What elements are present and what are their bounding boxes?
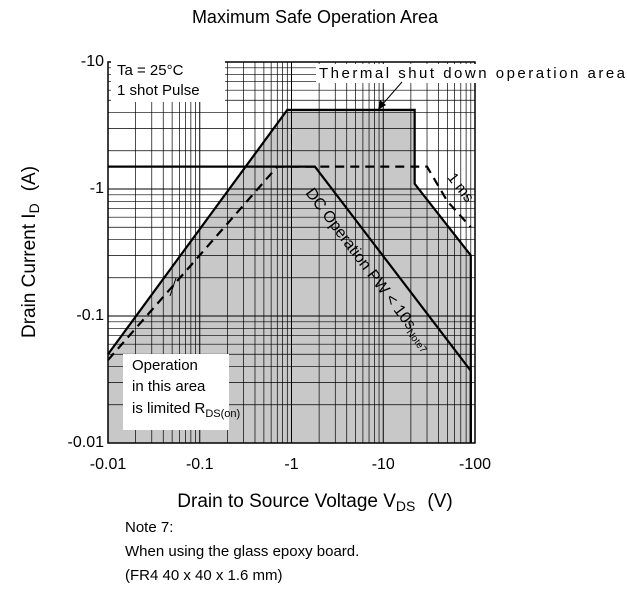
- annotation: Thermal shut down operation area: [319, 65, 626, 82]
- annotation-box: [316, 64, 627, 83]
- annotation: 1 shot Pulse: [117, 82, 200, 99]
- y-tick-label: -10: [81, 53, 104, 70]
- arrow: [380, 81, 403, 107]
- note: When using the glass epoxy board.: [125, 543, 359, 560]
- y-tick-label: -0.01: [68, 434, 105, 451]
- x-label-text: Drain to Source Voltage V: [177, 491, 396, 512]
- annotation-box: [111, 60, 225, 102]
- annotation: Operation: [132, 357, 198, 374]
- annotation: in this area: [132, 378, 206, 395]
- y-axis-label: Drain Current ID (A): [19, 166, 42, 338]
- x-tick-label: -0.1: [186, 456, 214, 473]
- annotation: is limited RDS(on): [132, 400, 240, 420]
- series-line: [108, 165, 472, 443]
- chart-title: Maximum Safe Operation Area: [192, 7, 439, 27]
- x-tick-label: -1: [284, 456, 298, 473]
- x-tick-label: -0.01: [90, 456, 127, 473]
- x-axis-label: Drain to Source Voltage VDS (V): [177, 491, 452, 514]
- x-tick-label: -100: [459, 456, 491, 473]
- x-label-unit: (V): [427, 491, 452, 512]
- y-tick-label: -0.1: [76, 307, 104, 324]
- x-tick-label: -10: [372, 456, 395, 473]
- series-line: [107, 108, 472, 443]
- y-label-unit: (A): [19, 166, 40, 191]
- annotation-box: [123, 354, 229, 430]
- arrow-head: [378, 100, 386, 110]
- annotation: Ta = 25°C: [117, 62, 184, 79]
- x-label-sub: DS: [396, 498, 415, 514]
- annotation: 1 ms: [444, 170, 477, 206]
- annotation-text: is limited R: [132, 400, 206, 417]
- plot-frame: [107, 61, 476, 444]
- note: (FR4 40 x 40 x 1.6 mm): [125, 567, 283, 584]
- arrow: [169, 277, 177, 297]
- note: Note 7:: [125, 519, 173, 536]
- y-label-text: Drain Current I: [19, 213, 40, 338]
- y-tick-label: -1: [90, 180, 104, 197]
- y-label-sub: D: [26, 203, 42, 213]
- annotation-sub: DS(on): [205, 408, 240, 420]
- series-line: [107, 165, 472, 361]
